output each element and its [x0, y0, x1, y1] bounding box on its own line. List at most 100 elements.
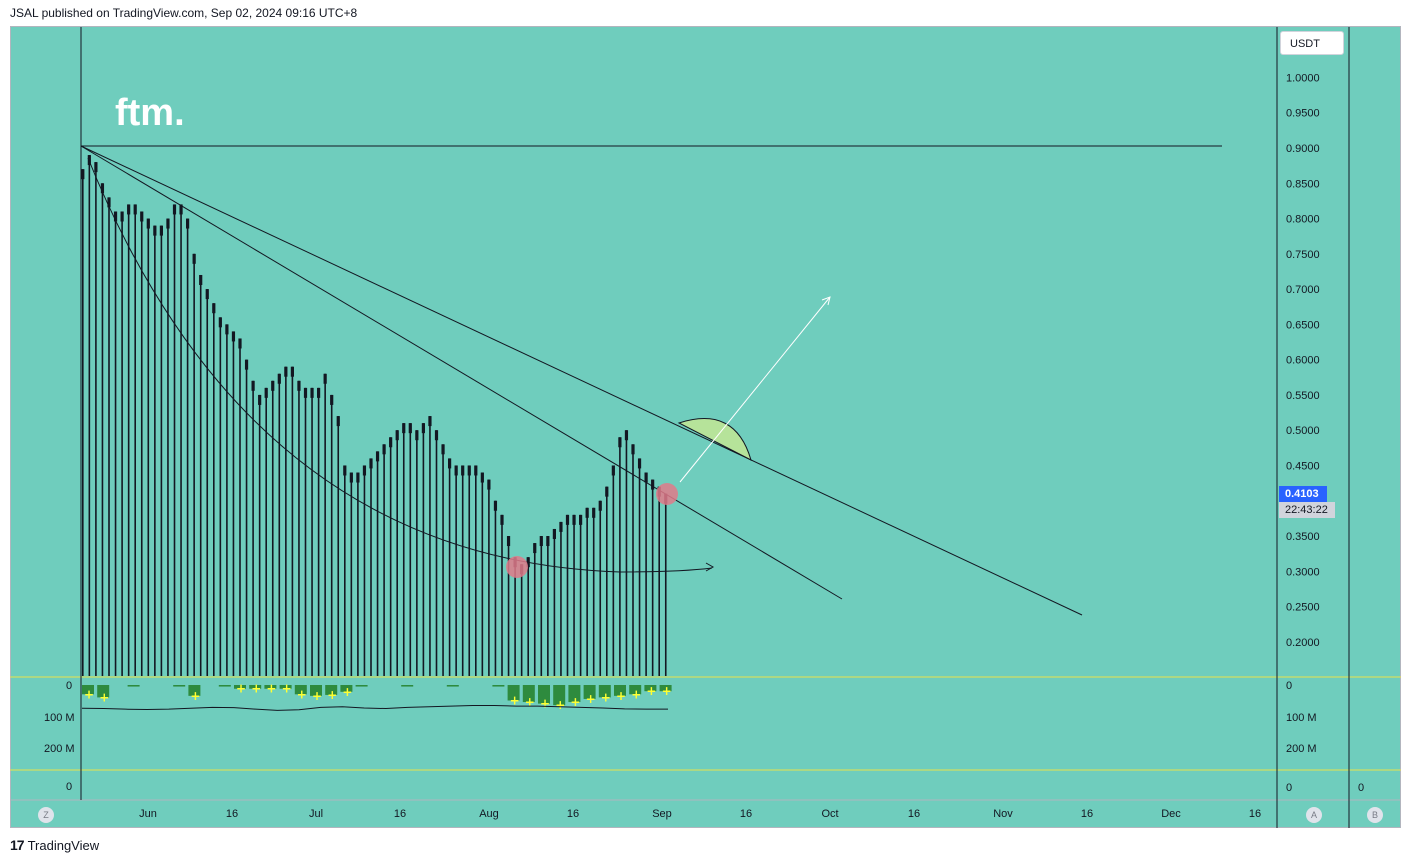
volume-signal-marker: +: [342, 685, 352, 699]
time-axis-label: 16: [908, 808, 920, 820]
curve-arrowhead: [705, 562, 715, 572]
price-tick-label: 0.3000: [1286, 566, 1320, 578]
price-bar: [540, 536, 543, 676]
price-bar: [167, 218, 169, 677]
price-bar-cap: [434, 430, 439, 441]
time-axis-label: 16: [1081, 808, 1093, 820]
zoom-button[interactable]: Z: [38, 807, 54, 823]
price-bar: [448, 458, 451, 676]
volume-signal-marker: +: [662, 684, 672, 698]
price-tick-label: 0.5500: [1286, 390, 1320, 402]
price-bar: [396, 430, 398, 676]
price-bar-cap: [611, 465, 615, 476]
volume-signal-marker: +: [510, 694, 520, 708]
footer-brand: TradingView: [27, 837, 100, 853]
price-bar: [612, 465, 615, 676]
bottom-marker[interactable]: [506, 556, 528, 578]
time-axis-label: Nov: [993, 808, 1013, 820]
price-bar-cap: [153, 225, 157, 236]
time-axis-label: Dec: [1161, 808, 1181, 820]
price-bar-cap: [474, 465, 478, 476]
volume-bar: [294, 685, 307, 695]
time-axis-label: Jul: [309, 808, 323, 820]
publish-info: JSAL published on TradingView.com, Sep 0…: [10, 6, 358, 20]
time-axis[interactable]: Jun 16 Jul 16 Aug 16 Sep 16 Oct 16 Nov 16 Dec 16: [139, 808, 1261, 820]
price-bar-cap: [218, 317, 222, 328]
symbol-ticker: ftm.: [115, 92, 185, 134]
price-bar: [376, 451, 379, 676]
volume-bar: [234, 685, 246, 689]
scale-b-button[interactable]: B: [1367, 807, 1383, 823]
price-bar: [422, 423, 425, 676]
volume-bar: [218, 685, 231, 687]
price-bar: [461, 465, 464, 676]
price-bar: [442, 444, 444, 676]
price-bar: [514, 557, 516, 676]
price-bar: [324, 373, 326, 676]
volume-signal-marker: +: [327, 688, 337, 702]
volume-bar: [127, 685, 140, 687]
price-bar: [311, 387, 313, 676]
volume-signal-marker: +: [251, 682, 261, 696]
volume-bar: [568, 685, 581, 703]
price-bar: [239, 338, 241, 676]
price-bar-cap: [205, 289, 209, 300]
price-tick-label: 0.4500: [1286, 460, 1320, 472]
tradingview-logo-icon: 17: [10, 837, 25, 853]
price-bar: [619, 437, 621, 676]
last-price-label: 0.4103: [1279, 486, 1327, 502]
volume-ma-line: [81, 704, 668, 711]
footer[interactable]: 17 TradingView: [10, 837, 99, 853]
price-bar: [258, 394, 261, 676]
price-bar: [402, 423, 405, 676]
price-bar-cap: [271, 380, 275, 391]
volume-bar: [629, 685, 642, 695]
volume-signal-marker: +: [266, 682, 276, 696]
price-bar-cap: [159, 225, 163, 236]
lower-trendline[interactable]: [80, 145, 843, 600]
price-bar-cap: [330, 394, 334, 405]
volume-bar: [279, 685, 292, 689]
price-bar-cap: [120, 211, 124, 222]
price-bar-cap: [565, 514, 570, 525]
price-scale[interactable]: 1.0000 0.9500 0.9000 0.8500 0.8000 0.7500 0.70…: [1286, 72, 1320, 648]
price-bar-cap: [644, 472, 648, 483]
price-tick-label: 0.8000: [1286, 214, 1320, 226]
price-bar-cap: [506, 536, 511, 547]
price-bar-cap: [100, 183, 105, 194]
price-bar: [370, 458, 372, 676]
price-bar: [330, 394, 333, 676]
price-bar-cap: [107, 197, 111, 208]
upper-trendline[interactable]: [80, 145, 1083, 616]
price-bar: [579, 514, 582, 676]
price-bar: [586, 507, 588, 676]
price-bar-cap: [186, 218, 190, 229]
breakout-marker[interactable]: [656, 483, 678, 505]
volume-bar: [659, 685, 672, 692]
price-tick-label: 0.8500: [1286, 178, 1320, 190]
price-tick-label: 0.6000: [1286, 355, 1320, 367]
price-bar-cap: [356, 472, 360, 483]
projection-arrow[interactable]: [679, 296, 831, 483]
price-bar-cap: [127, 204, 131, 215]
volume-scale[interactable]: 0 100 M 200 M: [1286, 680, 1317, 755]
volume-signal-marker: +: [282, 682, 292, 696]
price-bar-cap: [461, 465, 465, 476]
price-bar: [632, 444, 634, 676]
price-bar: [232, 331, 235, 676]
auto-scale-button[interactable]: A: [1306, 807, 1322, 823]
volume-pane-left-zero: 0: [66, 680, 72, 692]
price-bar: [114, 211, 117, 676]
time-axis-label: 16: [394, 808, 406, 820]
currency-selector[interactable]: USDT: [1280, 31, 1344, 55]
price-bar: [507, 536, 510, 676]
price-bar-cap: [94, 162, 98, 173]
volume-signal-marker: +: [540, 697, 550, 711]
price-bar-cap: [552, 528, 556, 539]
volume-pane-left-100m: 100 M: [44, 712, 75, 724]
price-bar: [186, 218, 189, 677]
volume-signal-marker: +: [586, 692, 596, 706]
price-bar: [468, 465, 471, 676]
rounding-bottom-curve[interactable]: [87, 157, 713, 573]
